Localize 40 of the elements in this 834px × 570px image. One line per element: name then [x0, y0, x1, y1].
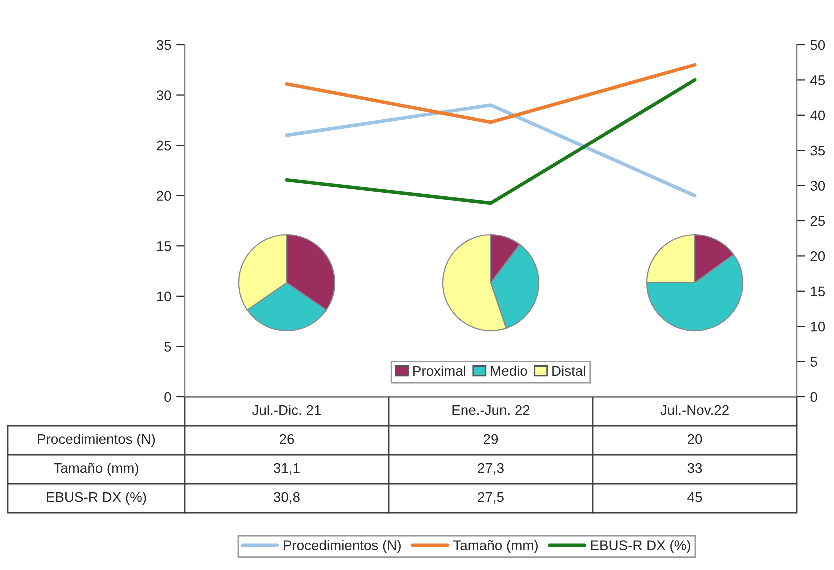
y2-tick-label: 50 — [810, 40, 826, 50]
y-tick-label: 30 — [156, 90, 172, 100]
y2-tick-label: 45 — [810, 76, 826, 86]
y-tick-label: 10 — [157, 292, 172, 302]
data-label: 30,8 — [274, 492, 300, 504]
y2-tick-label: 40 — [810, 110, 826, 121]
data-label: 27,5 — [478, 492, 504, 504]
data-label: 26 — [280, 434, 294, 444]
data-label: 31,1 — [274, 463, 300, 475]
y-tick-label: 35 — [156, 40, 172, 50]
legend-label: Proximal — [414, 366, 466, 376]
y2-tick-label: 5 — [810, 357, 818, 367]
y-tick-label: 0 — [164, 392, 172, 402]
data-label: 27,3 — [478, 463, 504, 475]
text: Tamaño (mm) — [54, 463, 138, 476]
y-tick-label: 20 — [157, 191, 172, 202]
x-tick-label: Ene.-Jun. 22 — [452, 405, 530, 416]
y2-tick-label: 30 — [810, 181, 826, 191]
legend-label: Procedimientos (N) — [284, 540, 401, 554]
data-label: 20 — [688, 434, 702, 444]
x-tick-label: Jul.-Nov.22 — [660, 405, 729, 416]
y-tick-label: 15 — [157, 242, 172, 252]
y2-tick-label: 15 — [811, 286, 826, 297]
data-label: 45 — [688, 492, 702, 502]
y2-tick-label: 35 — [810, 146, 826, 156]
legend-label: EBUS-R DX (%) — [591, 540, 690, 554]
y2-tick-label: 25 — [810, 216, 826, 226]
y2-tick-label: 20 — [810, 252, 826, 262]
legend-label: Medio — [491, 366, 528, 376]
text: EBUS-R DX (%) — [47, 492, 146, 505]
data-label: 33 — [688, 463, 702, 474]
y-tick-label: 25 — [157, 140, 172, 151]
legend-label: Tamaño (mm) — [454, 540, 538, 554]
text: Procedimientos (N) — [38, 434, 156, 447]
y2-tick-label: 0 — [810, 392, 818, 402]
data-label: 29 — [484, 434, 498, 444]
x-tick-label: Jul.-Dic. 21 — [252, 405, 322, 416]
y2-tick-label: 10 — [811, 322, 826, 332]
y-tick-label: 5 — [164, 342, 172, 352]
legend-label: Distal — [552, 366, 586, 376]
